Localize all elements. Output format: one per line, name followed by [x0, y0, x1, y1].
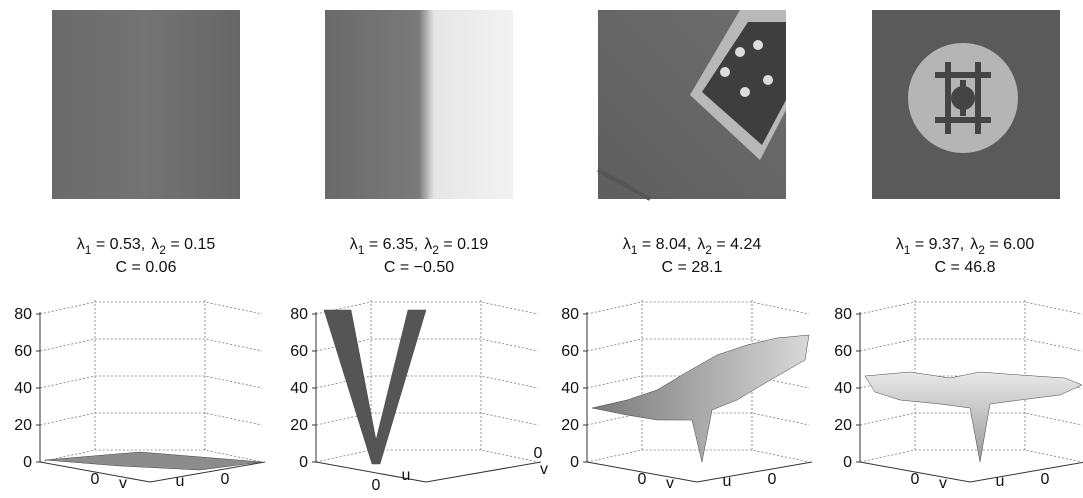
axis-label: u — [176, 473, 185, 490]
surface — [324, 310, 426, 464]
caption-c: C = 28.1 — [662, 259, 723, 276]
z-tick-label: 20 — [561, 417, 579, 434]
caption-c: C = 0.06 — [116, 259, 177, 276]
image-patch — [325, 10, 513, 199]
axis-label: 0 — [372, 477, 381, 493]
lambda-symbol: λ — [896, 236, 904, 253]
lambda-symbol: λ — [350, 236, 358, 253]
axis — [587, 462, 812, 482]
grid-line — [860, 302, 1082, 314]
z-tick-label: 60 — [290, 343, 308, 360]
z-tick-label: 20 — [834, 417, 852, 434]
grid-line — [860, 413, 1082, 425]
z-tick-label: 40 — [561, 380, 579, 397]
surface-plot: 0 20 40 60 80 0 v u 0 — [561, 300, 812, 492]
grid-line — [860, 339, 1082, 351]
axis — [860, 462, 1083, 482]
axis-label: 0 — [1041, 471, 1050, 488]
caption: λ1 = 8.04,λ2 = 4.24 — [623, 236, 762, 257]
lambda-value: = 0.15 — [166, 236, 215, 253]
axis-label: 0 — [768, 471, 777, 488]
image-patch — [598, 10, 786, 199]
caption-c: C = −0.50 — [384, 259, 454, 276]
z-tick-label: 60 — [834, 343, 852, 360]
axis-label: u — [996, 473, 1005, 490]
axis-label: v — [666, 475, 674, 492]
lambda-value: = 6.00 — [985, 236, 1034, 253]
axis-label: v — [119, 475, 127, 492]
lambda-symbol: λ — [77, 236, 85, 253]
lambda-value: = 9.37, — [910, 236, 964, 253]
z-tick-label: 40 — [834, 380, 852, 397]
z-tick-label: 0 — [23, 454, 32, 471]
grid-line — [587, 302, 809, 314]
z-tick-label: 20 — [290, 417, 308, 434]
surface — [45, 452, 262, 470]
lambda-symbol: λ — [697, 236, 705, 253]
lambda-symbol: λ — [424, 236, 432, 253]
grid-line — [40, 413, 262, 425]
surface-plot: 0 20 40 60 80 0 v u 0 — [14, 300, 265, 492]
axis-label: u — [723, 473, 732, 490]
figure: λ1 = 0.53,λ2 = 0.15C = 0.060204060800vu0… — [0, 0, 1083, 493]
grid-line — [860, 450, 1082, 462]
surface — [592, 335, 809, 462]
caption: λ1 = 6.35,λ2 = 0.19 — [350, 236, 489, 257]
lambda-symbol: λ — [623, 236, 631, 253]
grid-line — [40, 376, 262, 388]
axis-label: v — [540, 461, 548, 478]
lambda-symbol: λ — [970, 236, 978, 253]
grid-line — [40, 302, 262, 314]
z-tick-label: 0 — [299, 454, 308, 471]
z-tick-label: 0 — [570, 454, 579, 471]
z-tick-label: 80 — [14, 306, 32, 323]
caption: λ1 = 9.37,λ2 = 6.00 — [896, 236, 1035, 257]
caption: λ1 = 0.53,λ2 = 0.15 — [77, 236, 216, 257]
axis-label: 0 — [221, 471, 230, 488]
lambda-value: = 4.24 — [712, 236, 761, 253]
axis-label: u — [402, 467, 411, 484]
axis — [316, 462, 541, 482]
axis-label: 0 — [911, 471, 920, 488]
z-tick-label: 20 — [14, 417, 32, 434]
lambda-value: = 6.35, — [364, 236, 418, 253]
z-tick-label: 40 — [290, 380, 308, 397]
image-patch — [52, 10, 240, 199]
grid-line — [40, 339, 262, 351]
z-tick-label: 60 — [561, 343, 579, 360]
axis-label: v — [939, 475, 947, 492]
lambda-value: = 8.04, — [637, 236, 691, 253]
lambda-value: = 0.19 — [439, 236, 488, 253]
grid-line — [316, 450, 538, 462]
surface — [865, 372, 1082, 462]
lambda-value: = 0.53, — [91, 236, 145, 253]
axis-label: 0 — [638, 471, 647, 488]
grid-line — [587, 450, 809, 462]
surface-plot: 0 20 40 60 80 0 v u 0 — [834, 300, 1083, 492]
z-tick-label: 80 — [290, 306, 308, 323]
lambda-symbol: λ — [151, 236, 159, 253]
z-tick-label: 80 — [834, 306, 852, 323]
z-tick-label: 80 — [561, 306, 579, 323]
caption-c: C = 46.8 — [935, 259, 996, 276]
axis-label: 0 — [91, 471, 100, 488]
z-tick-label: 60 — [14, 343, 32, 360]
image-patch — [872, 10, 1060, 199]
axis-label: 0 — [534, 445, 543, 462]
z-tick-label: 0 — [843, 454, 852, 471]
z-tick-label: 40 — [14, 380, 32, 397]
grid-line — [316, 413, 538, 425]
